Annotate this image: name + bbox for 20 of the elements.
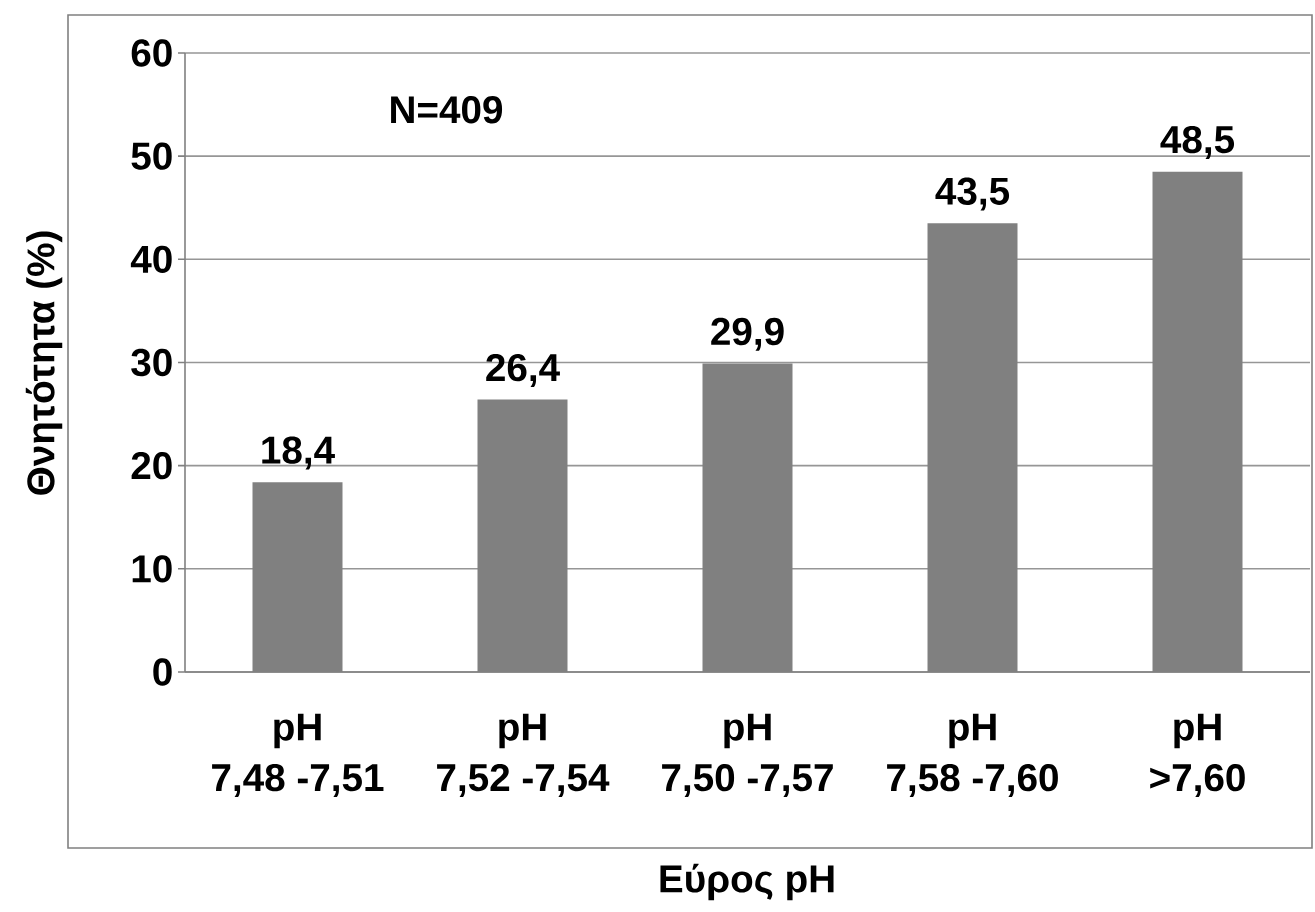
data-label: 29,9	[711, 317, 784, 351]
x-tick-label: pH 7,50 -7,57	[662, 713, 833, 797]
y-tick-label: 10	[132, 555, 172, 583]
x-tick-label: pH >7,60	[1150, 713, 1245, 797]
x-tick-label: pH 7,52 -7,54	[437, 713, 610, 797]
y-tick-label: 40	[130, 245, 172, 274]
data-label: 43,5	[935, 177, 1010, 211]
x-tick-label: pH 7,58 -7,60	[887, 713, 1058, 797]
y-tick-label: 30	[131, 348, 172, 377]
y-tick-label: 60	[131, 39, 172, 67]
y-tick-label: 50	[131, 142, 172, 170]
data-label: 48,5	[1160, 125, 1235, 159]
data-label: 18,4	[262, 436, 335, 470]
y-tick-label: 20	[131, 451, 172, 480]
y-tick-label: 0	[153, 658, 172, 686]
y-axis-title: Θνητότητα (%)	[25, 231, 63, 495]
x-tick-label: pH 7,48 -7,51	[212, 713, 384, 797]
annotation: N=409	[391, 96, 503, 124]
x-axis-title: Εύρος pH	[660, 863, 834, 901]
data-label: 26,4	[486, 353, 560, 387]
